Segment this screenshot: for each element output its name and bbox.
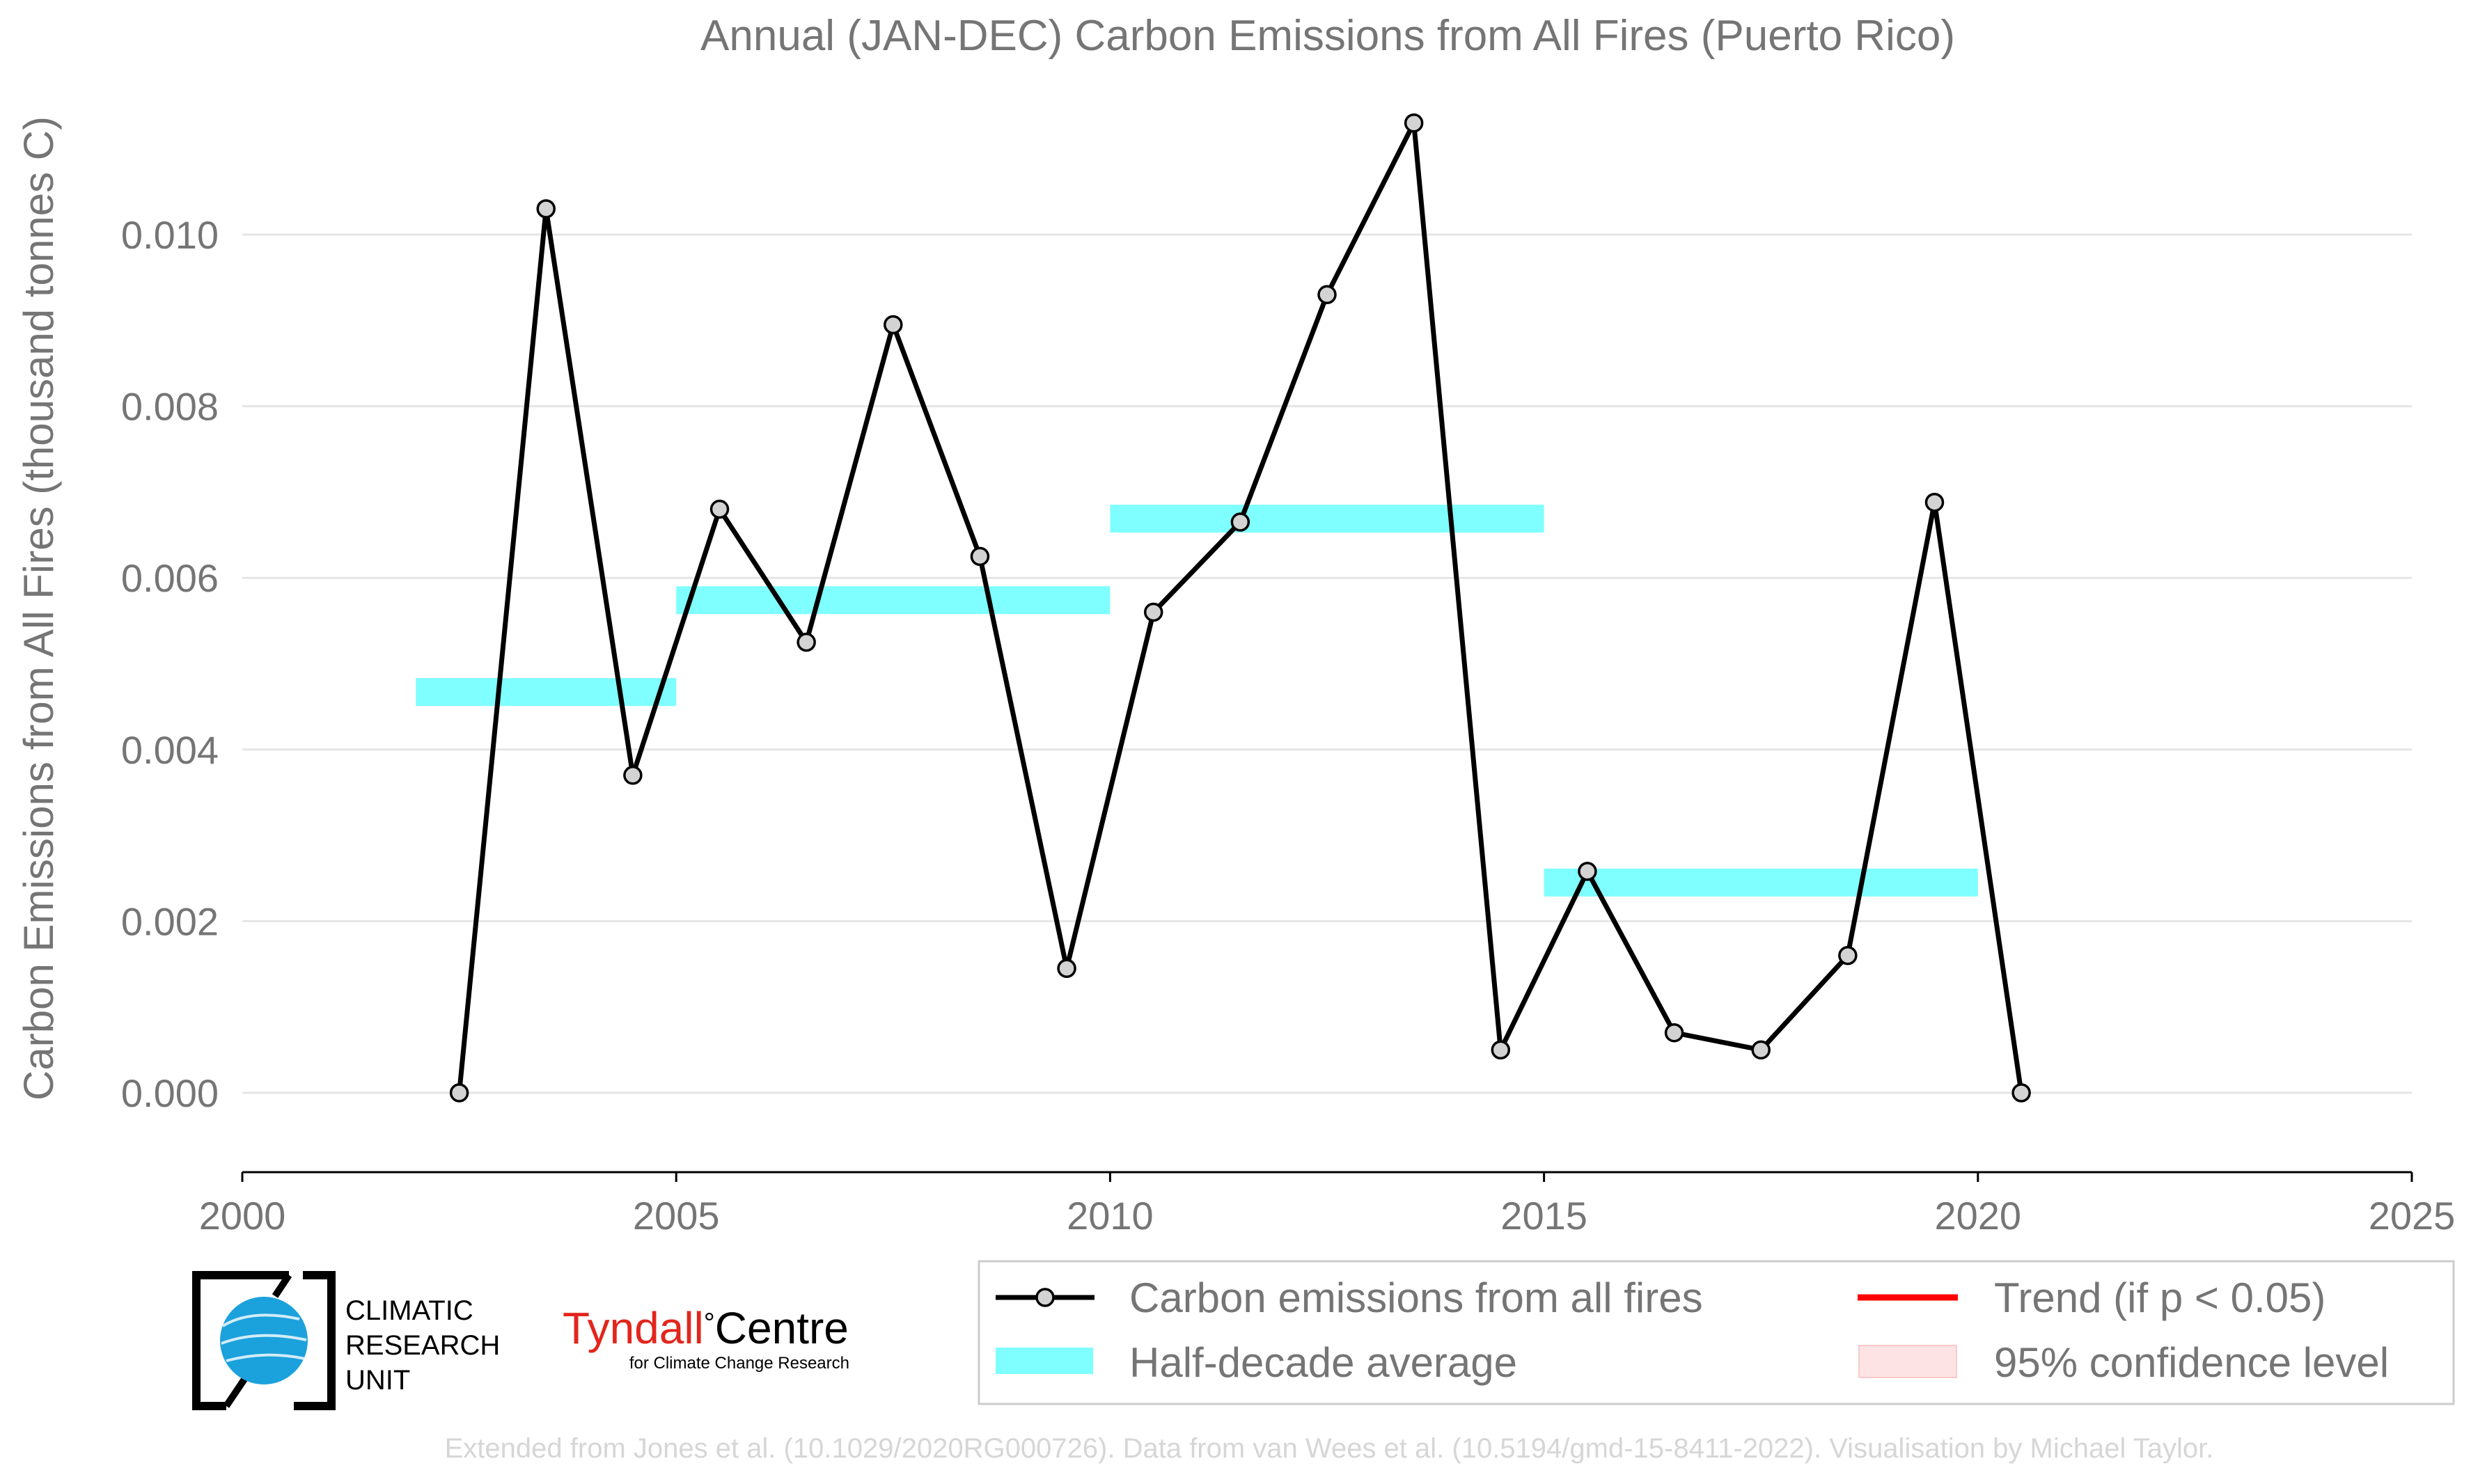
legend-series-label: Carbon emissions from all fires	[1129, 1274, 1703, 1321]
data-point	[1057, 958, 1076, 978]
y-tick-label: 0.004	[121, 728, 219, 772]
series-points	[449, 113, 2031, 1103]
svg-text:Tyndall°Centre: Tyndall°Centre	[563, 1303, 849, 1353]
y-tick-label: 0.008	[121, 385, 219, 429]
y-tick-label: 0.002	[121, 899, 219, 943]
data-point	[623, 766, 643, 785]
tyndall-main: Tyndall	[563, 1303, 704, 1353]
y-axis-ticks: 0.000 0.002 0.004 0.006 0.008 0.010	[121, 213, 219, 1115]
legend-average-label: Half-decade average	[1129, 1339, 1517, 1386]
legend-box	[978, 1260, 2455, 1405]
half-decade-average-bar	[1544, 868, 1978, 897]
cru-logo: CLIMATIC RESEARCH UNIT	[192, 1271, 500, 1410]
x-tick-label: 2020	[1935, 1194, 2022, 1238]
x-tick-label: 2000	[199, 1194, 286, 1238]
tyndall-centre: Centre	[715, 1303, 849, 1353]
data-point	[449, 1083, 469, 1103]
x-tick-label: 2005	[633, 1194, 720, 1238]
data-point	[1404, 113, 1424, 133]
x-tick-label: 2010	[1067, 1194, 1154, 1238]
y-tick-label: 0.010	[121, 213, 219, 257]
data-point	[884, 315, 903, 335]
y-tick-label: 0.006	[121, 556, 219, 600]
y-axis-label: Carbon Emissions from All Fires (thousan…	[15, 116, 62, 1100]
footer-credit: Extended from Jones et al. (10.1029/2020…	[445, 1433, 2214, 1464]
x-tick-label: 2025	[2369, 1194, 2456, 1238]
cru-line-1: CLIMATIC	[345, 1295, 473, 1326]
data-point	[1924, 492, 1945, 512]
tyndall-sub: for Climate Change Research	[629, 1354, 849, 1373]
data-point	[1317, 285, 1337, 305]
data-point	[1491, 1040, 1511, 1060]
data-point	[970, 546, 990, 567]
data-point	[709, 499, 730, 519]
cru-line-3: UNIT	[345, 1365, 410, 1396]
half-decade-average-bar	[1110, 505, 1544, 533]
x-tick-label: 2015	[1500, 1194, 1587, 1238]
data-point	[1838, 945, 1858, 965]
cru-line-2: RESEARCH	[345, 1330, 500, 1361]
tyndall-logo: Tyndall°Centre for Climate Change Resear…	[563, 1303, 849, 1373]
data-point	[1578, 862, 1597, 881]
tyndall-degree: °	[704, 1308, 715, 1339]
data-point	[797, 632, 816, 652]
legend-average-swatch	[996, 1348, 1093, 1374]
data-point	[2011, 1083, 2031, 1103]
legend-confidence-swatch	[1858, 1345, 1957, 1378]
legend-series-marker	[1035, 1288, 1055, 1307]
data-point	[1143, 602, 1163, 622]
data-point	[1230, 512, 1250, 532]
chart-title: Annual (JAN-DEC) Carbon Emissions from A…	[700, 12, 1955, 60]
legend: Carbon emissions from all fires Trend (i…	[978, 1260, 2455, 1405]
x-axis: 2000 2005 2010 2015 2020 2025	[199, 1171, 2456, 1238]
data-point	[1751, 1040, 1771, 1060]
data-point	[536, 199, 556, 219]
half-decade-average-bands	[416, 505, 1978, 897]
y-tick-label: 0.000	[121, 1071, 219, 1115]
half-decade-average-bar	[676, 586, 1111, 615]
legend-confidence-label: 95% confidence level	[1994, 1339, 2389, 1386]
data-point	[1664, 1023, 1684, 1043]
legend-trend-label: Trend (if p < 0.05)	[1994, 1274, 2325, 1321]
half-decade-average-bar	[416, 678, 677, 707]
